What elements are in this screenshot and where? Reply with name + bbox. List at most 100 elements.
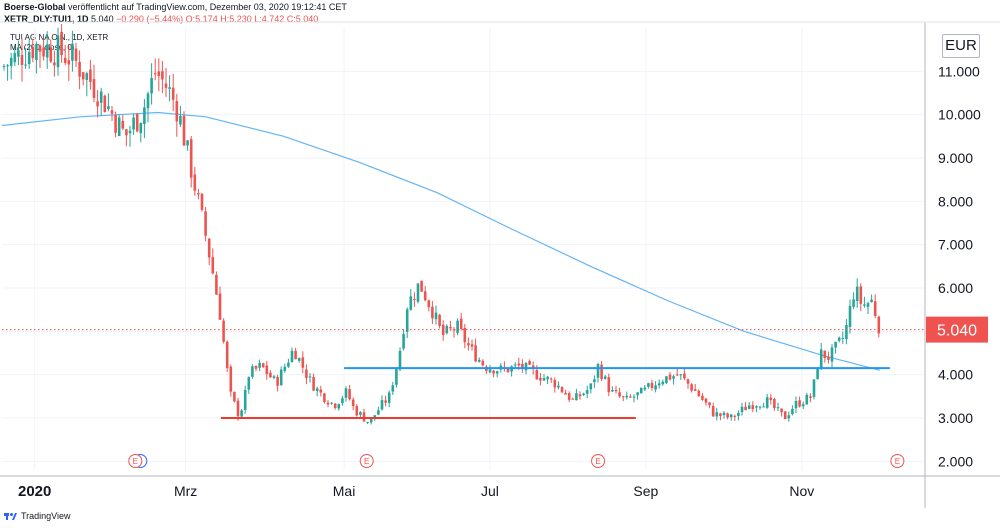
price-axis: 2.0003.0004.0005.0006.0007.0008.0009.000… bbox=[0, 21, 1000, 508]
candle-body bbox=[855, 286, 859, 302]
candle-body bbox=[301, 357, 305, 368]
candle-body bbox=[71, 43, 74, 61]
candle-body bbox=[233, 391, 236, 402]
candle-body bbox=[769, 397, 773, 400]
candle-body bbox=[387, 392, 391, 403]
currency-label[interactable]: EUR bbox=[942, 34, 980, 58]
candle-body bbox=[686, 379, 690, 384]
x-tick-label: Nov bbox=[789, 483, 814, 499]
candle-body bbox=[261, 363, 265, 368]
candle-body bbox=[207, 238, 211, 258]
candle-body bbox=[693, 389, 697, 391]
candle-body bbox=[719, 413, 722, 416]
candle-body bbox=[675, 374, 679, 376]
candle-body bbox=[517, 363, 521, 366]
y-tick-label: 10.000 bbox=[938, 107, 981, 123]
candle-body bbox=[49, 47, 53, 62]
candle-body bbox=[765, 397, 769, 408]
last-price-badge-text: 5.040 bbox=[937, 323, 977, 340]
candle-body bbox=[215, 274, 218, 295]
ma-line bbox=[1, 111, 880, 371]
candle-body bbox=[463, 328, 467, 343]
candle-body bbox=[413, 298, 416, 300]
candle-body bbox=[654, 385, 657, 390]
candle-body bbox=[283, 366, 287, 371]
candle-body bbox=[567, 393, 571, 400]
candle-body bbox=[438, 314, 441, 326]
candle-body bbox=[139, 122, 143, 134]
candle-body bbox=[251, 366, 254, 377]
candle-body bbox=[470, 344, 474, 347]
candle-body bbox=[578, 394, 582, 397]
candle-body bbox=[74, 48, 78, 61]
moving-average bbox=[1, 111, 880, 371]
candle-body bbox=[661, 381, 665, 385]
candle-body bbox=[603, 376, 607, 379]
candle-body bbox=[542, 378, 546, 381]
candle-body bbox=[373, 415, 377, 418]
candle-body bbox=[348, 389, 351, 400]
candle-body bbox=[297, 358, 301, 361]
candle-body bbox=[359, 412, 362, 415]
candle-body bbox=[841, 338, 845, 340]
candle-body bbox=[150, 77, 153, 94]
earnings-marker-circle bbox=[890, 454, 905, 468]
candle-body bbox=[827, 356, 830, 360]
candle-body bbox=[243, 389, 247, 411]
candle-body bbox=[474, 345, 477, 362]
earnings-marker: E bbox=[359, 454, 374, 468]
x-tick-label: Jul bbox=[481, 483, 499, 499]
candle-body bbox=[701, 395, 704, 400]
candle-body bbox=[269, 372, 272, 378]
candle-body bbox=[571, 398, 575, 400]
candle-body bbox=[593, 379, 596, 383]
candle-body bbox=[636, 392, 639, 396]
candle-body bbox=[326, 402, 330, 405]
earnings-marker-label: E bbox=[595, 457, 600, 466]
candle-body bbox=[409, 296, 413, 310]
x-tick-label: Mai bbox=[333, 483, 356, 499]
publish-info: veröffentlicht auf TradingView.com, Deze… bbox=[68, 2, 347, 12]
candle-body bbox=[690, 384, 693, 391]
earnings-marker-label: E bbox=[364, 457, 369, 466]
indicator-legend[interactable]: MA (200, close, 0) bbox=[10, 43, 75, 52]
candle-body bbox=[668, 374, 672, 380]
candle-body bbox=[110, 110, 114, 114]
candle-body bbox=[708, 402, 711, 406]
candle-body bbox=[222, 320, 225, 342]
y-tick-label: 4.000 bbox=[938, 367, 973, 383]
candle-body bbox=[218, 293, 222, 320]
tradingview-brand[interactable]: TradingView bbox=[4, 511, 71, 521]
candle-body bbox=[618, 392, 621, 397]
candle-body bbox=[24, 64, 27, 66]
y-tick-label: 8.000 bbox=[938, 193, 973, 209]
candle-body bbox=[852, 299, 855, 307]
candle-body bbox=[384, 400, 387, 403]
candle-body bbox=[99, 91, 103, 103]
candle-body bbox=[121, 120, 125, 129]
candle-body bbox=[521, 363, 524, 369]
candle-body bbox=[621, 396, 625, 398]
candle-body bbox=[96, 101, 99, 107]
candle-body bbox=[647, 383, 650, 387]
candle-body bbox=[683, 373, 686, 379]
publish-header: Boerse-Global veröffentlicht auf Trading… bbox=[4, 2, 347, 12]
candle-body bbox=[614, 390, 618, 392]
symbol-line: XETR_DLY:TUI1, 1D 5.040 −0.290 (−5.44%) … bbox=[4, 14, 318, 24]
candle-body bbox=[377, 410, 380, 415]
candle-body bbox=[31, 46, 35, 59]
candle-body bbox=[657, 383, 661, 386]
candle-body bbox=[848, 306, 852, 327]
candle-body bbox=[427, 300, 431, 308]
candle-body bbox=[560, 386, 564, 393]
candle-body bbox=[402, 334, 405, 349]
last-price-text: 5.040 bbox=[91, 14, 114, 24]
y-tick-label: 2.000 bbox=[938, 453, 973, 469]
candle-body bbox=[107, 106, 110, 110]
candle-body bbox=[877, 316, 881, 334]
candle-body bbox=[157, 71, 161, 77]
price-change: −0.290 (−5.44%) bbox=[116, 14, 184, 24]
last-price-badge bbox=[926, 316, 988, 343]
candle-body bbox=[715, 412, 719, 417]
